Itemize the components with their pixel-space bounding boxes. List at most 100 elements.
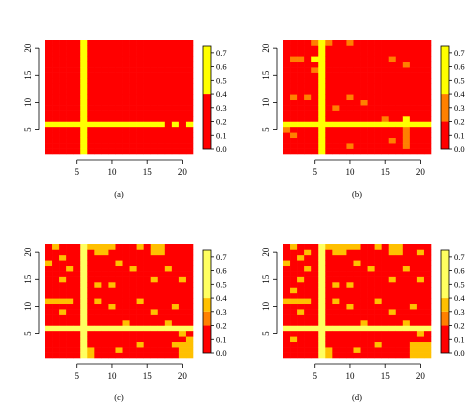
heatmap-cell — [129, 341, 137, 348]
heatmap-cell — [73, 99, 81, 106]
heatmap-cell — [150, 94, 159, 101]
heatmap-cell — [409, 116, 418, 122]
heatmap-cell — [311, 282, 319, 288]
heatmap-cell — [381, 330, 390, 337]
heatmap-cell — [101, 45, 109, 52]
heatmap-cell — [311, 132, 319, 139]
heatmap-cell — [395, 143, 404, 149]
heatmap-cell — [136, 298, 144, 305]
heatmap-cell — [178, 99, 187, 106]
heatmap-cell — [115, 265, 123, 272]
heatmap-cell — [297, 40, 305, 46]
heatmap-cell — [283, 320, 291, 326]
heatmap-cell — [164, 271, 173, 277]
heatmap-cell — [304, 94, 312, 101]
heatmap-cell — [45, 121, 53, 128]
heatmap-cell — [129, 276, 137, 283]
heatmap-cell — [353, 254, 361, 261]
heatmap-cell — [339, 50, 347, 57]
heatmap-cell — [87, 352, 95, 359]
heatmap-cell — [325, 249, 333, 256]
heatmap-cell — [290, 88, 298, 95]
heatmap-cell — [346, 254, 354, 261]
heatmap-cell — [311, 45, 319, 52]
heatmap-cell — [381, 132, 390, 139]
heatmap-cell — [185, 45, 194, 52]
heatmap-cell — [150, 314, 159, 321]
heatmap-cell — [94, 121, 102, 128]
heatmap-cell — [423, 282, 432, 288]
heatmap-cell — [304, 67, 312, 73]
heatmap-cell — [423, 265, 432, 272]
heatmap-cell — [108, 330, 116, 337]
x-tick-label: 5 — [312, 371, 317, 381]
heatmap-cell — [157, 352, 166, 359]
colorbar-tick-label: 0.1 — [216, 130, 227, 140]
heatmap-cell — [395, 347, 404, 353]
heatmap-cell — [108, 132, 116, 139]
heatmap-cell — [66, 121, 74, 128]
heatmap-cell — [136, 249, 144, 256]
heatmap-cell — [402, 132, 411, 139]
heatmap-cell — [45, 298, 53, 305]
heatmap-cell — [395, 105, 404, 111]
heatmap-cell — [367, 88, 375, 95]
heatmap-cell — [346, 347, 354, 353]
colorbar-tick-label: 0.7 — [216, 252, 227, 262]
heatmap-cell — [136, 132, 144, 139]
heatmap-cell — [367, 67, 375, 73]
heatmap-cell — [416, 132, 425, 139]
heatmap-cell — [101, 78, 109, 84]
heatmap-cell — [304, 88, 312, 95]
heatmap-cell — [304, 298, 312, 305]
heatmap-cell — [360, 99, 368, 106]
heatmap-cell — [339, 72, 347, 79]
heatmap-cell — [164, 347, 173, 353]
heatmap-cell — [290, 303, 298, 310]
heatmap-cell — [374, 282, 382, 288]
heatmap-cell — [94, 67, 102, 73]
heatmap-cell — [157, 249, 166, 256]
heatmap-cell — [59, 137, 67, 144]
heatmap-cell — [304, 265, 312, 272]
heatmap-cell — [423, 116, 432, 122]
heatmap-cell — [311, 314, 319, 321]
heatmap-cell — [367, 56, 375, 63]
heatmap-cell — [311, 265, 319, 272]
heatmap-cell — [367, 347, 375, 353]
heatmap-cell — [388, 330, 397, 337]
heatmap-cell — [283, 78, 291, 84]
heatmap-cell — [297, 56, 305, 63]
heatmap-cell — [108, 110, 116, 117]
heatmap-cell — [66, 116, 74, 122]
heatmap-cell — [59, 347, 67, 353]
heatmap-cell — [374, 330, 382, 337]
heatmap-cell — [311, 287, 319, 294]
heatmap-cell — [339, 271, 347, 277]
heatmap-cell — [129, 320, 137, 326]
heatmap-cell — [325, 88, 333, 95]
heatmap-cell — [136, 116, 144, 122]
heatmap-cell — [143, 303, 152, 310]
heatmap-cell — [178, 126, 187, 133]
colorbar-tick-label: 0.2 — [216, 321, 227, 331]
heatmap-cell — [346, 105, 354, 111]
heatmap-cell — [339, 244, 347, 250]
heatmap-cell — [346, 298, 354, 305]
heatmap-cell — [80, 132, 88, 139]
heatmap-cell — [73, 244, 81, 250]
heatmap-cell — [73, 260, 81, 267]
heatmap-cell — [353, 260, 361, 267]
heatmap-cell — [80, 105, 88, 111]
heatmap-cell — [115, 303, 123, 310]
heatmap-cell — [150, 99, 159, 106]
heatmap-cell — [150, 265, 159, 272]
heatmap-cell — [73, 325, 81, 332]
heatmap-cell — [297, 314, 305, 321]
heatmap-cell — [157, 143, 166, 149]
heatmap-cell — [45, 271, 53, 277]
heatmap-cell — [346, 143, 354, 149]
heatmap-cell — [171, 265, 180, 272]
heatmap-cell — [94, 298, 102, 305]
heatmap-cell — [171, 303, 180, 310]
